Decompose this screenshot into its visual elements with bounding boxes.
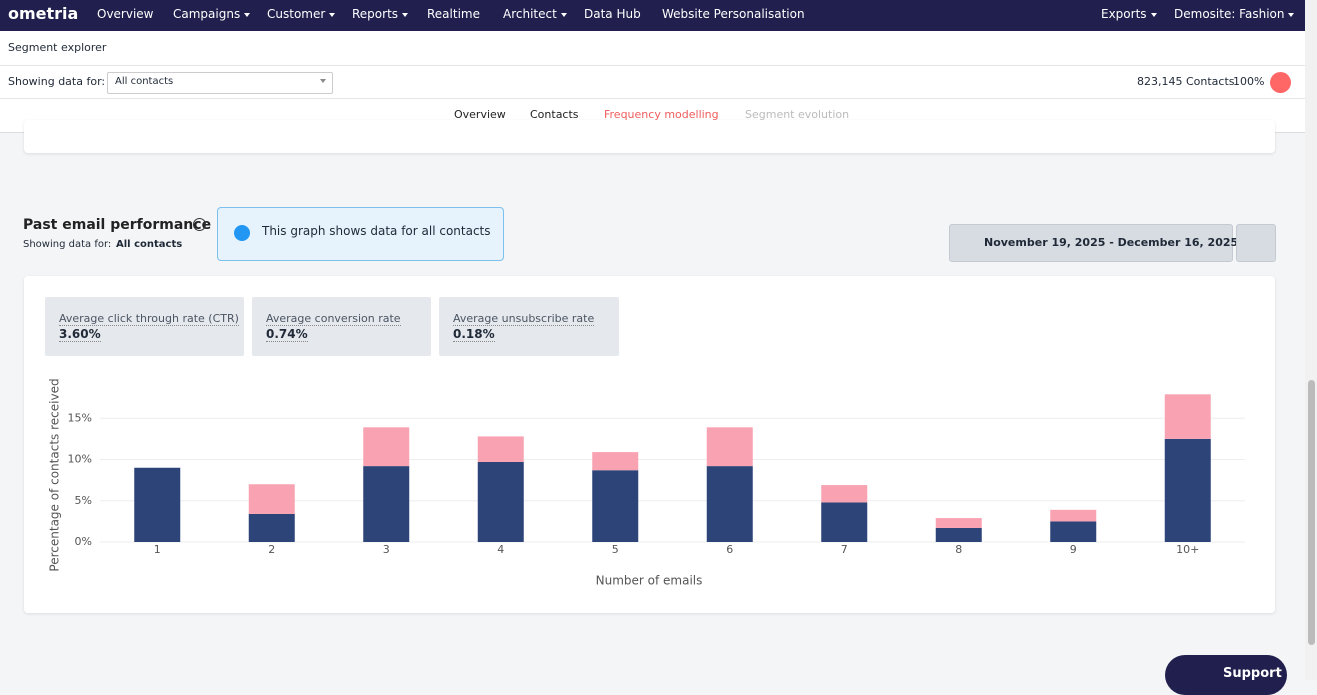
select-value: All contacts (115, 76, 174, 87)
metric-label: Average unsubscribe rate (453, 312, 595, 326)
tab-active[interactable]: Frequency modelling (604, 108, 719, 121)
bar-segment (935, 527, 982, 542)
bar-segment (592, 470, 639, 542)
chart: Number of emails Percentage of contacts … (48, 378, 1245, 588)
bar-segment (1050, 509, 1097, 522)
bar-segment (592, 452, 639, 471)
metric: Average unsubscribe rate 0.18% (439, 297, 619, 356)
info-icon[interactable] (193, 218, 206, 231)
metric-label: Average click through rate (CTR) (59, 312, 239, 326)
page: ometria Overview Campaigns Customer Repo… (0, 0, 1317, 680)
metric: Average conversion rate 0.74% (252, 297, 431, 356)
nav-item[interactable]: Overview (97, 7, 154, 21)
subtitle: Showing data for: (23, 239, 112, 250)
x-tick-label: 10+ (1176, 543, 1199, 556)
bar-segment (134, 467, 181, 542)
page-title: Segment explorer (8, 41, 107, 54)
nav-item[interactable]: Data Hub (584, 7, 641, 21)
nav-item[interactable]: Website Personalisation (662, 7, 805, 21)
x-tick-label: 3 (383, 543, 390, 556)
scroll-thumb[interactable] (1308, 380, 1315, 645)
x-tick-label: 6 (726, 543, 733, 556)
bar-segment (248, 484, 295, 514)
subtitle-value: All contacts (116, 239, 183, 250)
bar-segment (363, 466, 410, 542)
bar-segment (935, 518, 982, 528)
info-text: This graph shows data for all contacts (262, 224, 491, 238)
x-tick-label: 9 (1070, 543, 1077, 556)
x-tick-label: 4 (497, 543, 504, 556)
percent: 100% (1233, 75, 1265, 88)
x-tick-label: 2 (268, 543, 275, 556)
tab[interactable]: Overview (454, 108, 506, 121)
bar-segment (248, 513, 295, 542)
date-picker[interactable]: November 19, 2025 - December 16, 2025 (949, 224, 1238, 262)
bar-segment (477, 436, 524, 462)
metric-label: Average conversion rate (266, 312, 401, 326)
contacts: 823,145 Contacts (1137, 75, 1235, 88)
nav-item[interactable]: Realtime (427, 7, 480, 21)
segment-select[interactable]: All contacts (107, 72, 333, 94)
card (24, 120, 1275, 153)
tab[interactable]: Contacts (530, 108, 579, 121)
label: Showing data for: (8, 75, 106, 88)
x-tick-label: 1 (154, 543, 161, 556)
support-button[interactable]: Support (1165, 655, 1287, 695)
y-tick-label: 5% (75, 494, 92, 507)
nav-item[interactable]: Customer (267, 7, 335, 21)
bar-segment (1164, 438, 1211, 542)
bar-segment (363, 427, 410, 467)
y-tick-label: 10% (68, 453, 92, 466)
info-icon (234, 225, 250, 241)
nav-item[interactable]: Demosite: Fashion (1174, 7, 1294, 21)
support-label: Support (1223, 666, 1282, 681)
status-dot (1270, 72, 1291, 93)
metric-value: 3.60% (59, 327, 101, 342)
bar-segment (821, 485, 868, 503)
date-range: November 19, 2025 - December 16, 2025 (984, 236, 1248, 249)
metric: Average click through rate (CTR) 3.60% (45, 297, 244, 356)
logo[interactable]: ometria (8, 4, 79, 23)
metric-value: 0.74% (266, 327, 308, 342)
section-title: Past email performance (23, 217, 212, 233)
x-tick-label: 5 (612, 543, 619, 556)
metric-value: 0.18% (453, 327, 495, 342)
nav-item[interactable]: Exports (1101, 7, 1157, 21)
bar-segment (1050, 521, 1097, 542)
bar-segment (706, 466, 753, 542)
y-axis-label: Percentage of contacts received (48, 378, 62, 571)
bar-segment (821, 502, 868, 542)
top-nav: ometria Overview Campaigns Customer Repo… (0, 0, 1305, 31)
x-tick-label: 7 (841, 543, 848, 556)
bar-segment (706, 427, 753, 467)
bar-segment (477, 461, 524, 542)
nav-item[interactable]: Reports (352, 7, 408, 21)
bar-segment (1164, 394, 1211, 439)
y-tick-label: 0% (75, 535, 92, 548)
divider (0, 65, 1305, 66)
tab[interactable]: Segment evolution (745, 108, 850, 121)
scrollbar[interactable] (1305, 0, 1317, 680)
x-tick-label: 8 (955, 543, 962, 556)
info-box: This graph shows data for all contacts (217, 207, 504, 261)
y-tick-label: 15% (68, 411, 92, 424)
x-axis-label: Number of emails (596, 574, 703, 588)
divider (0, 98, 1305, 99)
refresh-button[interactable] (1236, 224, 1276, 262)
nav-item[interactable]: Campaigns (173, 7, 250, 21)
nav-item[interactable]: Architect (503, 7, 567, 21)
